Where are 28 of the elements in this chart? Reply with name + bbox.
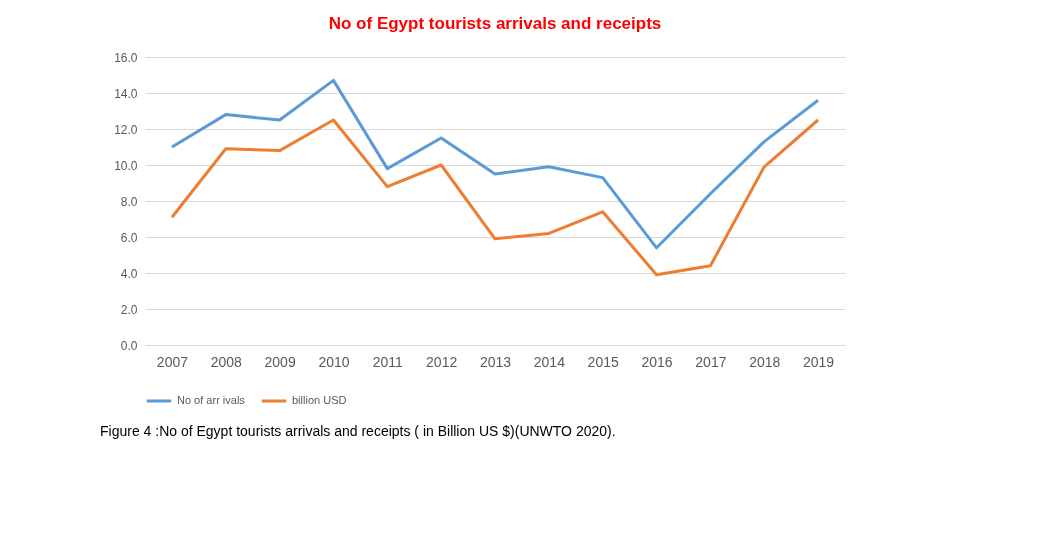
legend-label: billion USD [292, 394, 347, 406]
y-tick-label: 0.0 [120, 338, 138, 353]
y-tick-label: 2.0 [120, 302, 138, 317]
x-tick-label: 2008 [210, 353, 243, 370]
x-tick-label: 2010 [318, 353, 350, 370]
y-tick-label: 6.0 [120, 230, 138, 245]
y-tick-label: 16.0 [114, 50, 138, 65]
x-tick-label: 2015 [587, 353, 619, 370]
x-tick-label: 2007 [156, 353, 189, 370]
line-series [170, 78, 820, 250]
y-tick-label: 8.0 [120, 194, 138, 209]
y-tick-label: 10.0 [114, 158, 138, 173]
y-tick-label: 12.0 [114, 122, 138, 137]
legend-label: No of arr ivals [177, 394, 246, 406]
x-tick-label: 2014 [533, 353, 566, 370]
chart-title: No of Egypt tourists arrivals and receipts [328, 14, 662, 33]
x-tick-label: 2009 [264, 353, 296, 370]
x-tick-label: 2019 [803, 353, 835, 370]
x-tick-label: 2013 [479, 353, 512, 370]
x-tick-label: 2018 [749, 353, 781, 370]
x-tick-label: 2011 [372, 353, 404, 370]
y-tick-label: 4.0 [120, 266, 138, 281]
y-tick-label: 14.0 [114, 86, 138, 101]
x-tick-label: 2012 [426, 353, 458, 370]
x-tick-label: 2016 [641, 353, 673, 370]
line-series [170, 118, 820, 277]
caption: Figure 4 :No of Egypt tourists arrivals and receipts ( in Billion US $)(UNWTO 2020). [100, 423, 616, 439]
x-tick-label: 2017 [695, 353, 727, 370]
